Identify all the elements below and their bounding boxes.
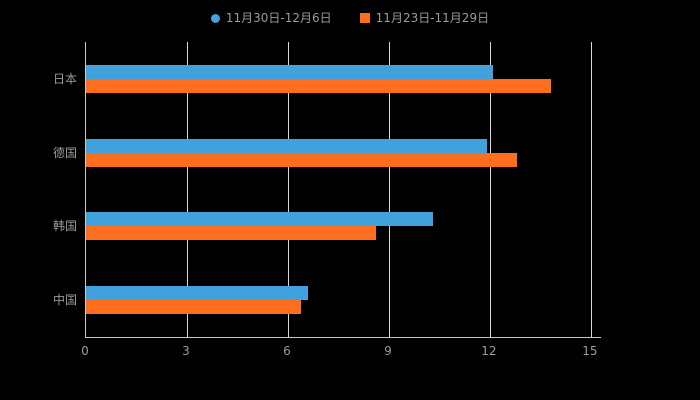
legend-label-week1: 11月23日-11月29日 [375,11,490,25]
x-tick-label-3: 3 [182,344,190,358]
bar-中国-series-0[interactable] [86,286,309,301]
legend-item-week1[interactable]: 11月23日-11月29日 [359,11,490,25]
gridline-x-6 [288,42,289,337]
bar-韩国-series-0[interactable] [86,212,433,227]
chart-legend: 11月30日-12月6日 11月23日-11月29日 [0,8,700,28]
legend-marker-blue-icon [210,13,220,23]
gridline-x-9 [388,42,390,337]
x-tick-label-9: 9 [384,344,392,358]
gridline-x-12 [489,42,491,337]
bar-中国-series-1[interactable] [86,300,302,315]
legend-item-week2[interactable]: 11月30日-12月6日 [210,11,332,25]
bar-韩国-series-1[interactable] [86,226,376,241]
x-tick-label-15: 15 [582,344,598,358]
x-tick-label-0: 0 [81,344,89,358]
bar-德国-series-1[interactable] [86,152,517,167]
category-label-2: 韩国 [52,219,77,234]
bar-德国-series-0[interactable] [86,138,487,153]
legend-label-week2: 11月30日-12月6日 [225,11,332,25]
category-label-0: 日本 [52,71,77,86]
bar-日本-series-0[interactable] [86,64,494,79]
gridline-x-15 [590,42,592,337]
category-label-3: 中国 [52,293,77,308]
plot-area [85,42,601,338]
category-label-1: 德国 [52,145,77,160]
x-tick-label-12: 12 [481,344,497,358]
x-tick-label-6: 6 [283,344,291,358]
gridline-x-3 [187,42,188,337]
legend-marker-orange-icon [359,13,370,23]
bar-日本-series-1[interactable] [86,78,551,93]
